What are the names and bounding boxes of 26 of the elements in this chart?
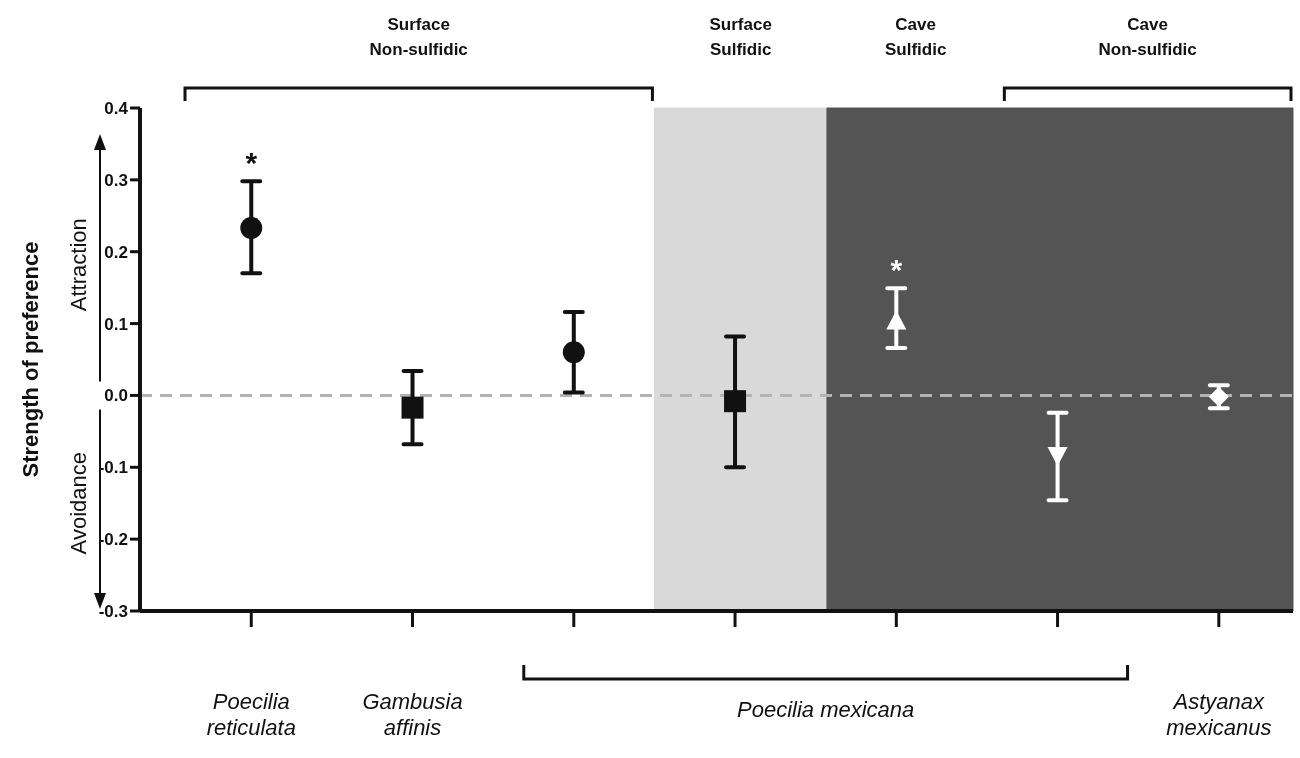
y-tick-label: 0.1 [104,314,128,334]
y-tick-label: 0.3 [104,170,128,190]
y-tick-label: 0.4 [104,99,129,119]
text: Avoidance [66,452,91,555]
point [562,341,585,364]
annotation: * [890,253,903,287]
text: Attraction [66,218,91,312]
y-axis-title: Strength of preference [18,241,43,478]
x-tick-label: Gambusia affinis [362,689,463,740]
text: Surface Non-sulfidic [369,15,468,59]
point [886,310,907,330]
y-tick-label: -0.1 [98,458,128,478]
annotation: * [245,146,258,180]
x-tick-label: Poecilia reticulata [206,689,296,740]
point [724,390,747,413]
y-tick-label: 0.0 [104,386,128,406]
y-tick-label: 0.2 [104,242,128,262]
y-tick-label: -0.3 [98,602,128,622]
text: Surface Sulfidic [709,15,772,59]
text: Cave Sulfidic [884,15,947,59]
x-tick-label: Astyanax mexicanus [1166,689,1272,740]
point [401,396,424,419]
point [240,217,263,239]
text: Poecilia mexicana [737,697,915,722]
y-tick-label: -0.2 [98,530,128,550]
text: Cave Non-sulfidic [1098,15,1197,59]
